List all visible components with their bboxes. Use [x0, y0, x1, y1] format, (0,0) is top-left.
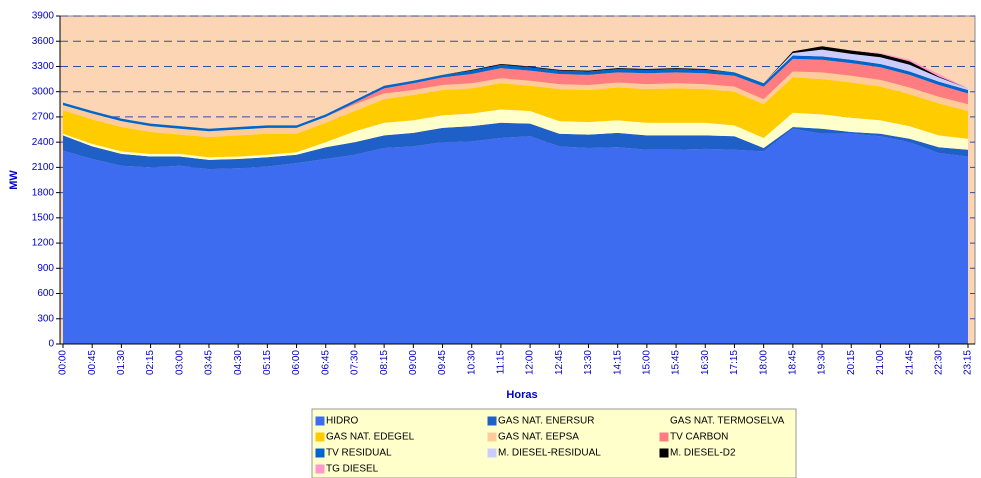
area: [63, 46, 968, 129]
y-tick-label: 3000: [32, 86, 55, 97]
x-tick-label: 11:15: [496, 350, 507, 375]
legend-label: TV CARBON: [670, 432, 728, 443]
legend-label: TG DIESEL: [326, 464, 379, 475]
y-axis-label: MW: [8, 170, 20, 190]
y-tick-label: 900: [37, 263, 54, 274]
legend-swatch: [487, 416, 497, 426]
x-tick-label: 07:30: [350, 350, 361, 375]
x-tick-label: 12:45: [554, 350, 565, 375]
y-tick-label: 2100: [32, 162, 55, 173]
x-tick-label: 15:45: [671, 350, 682, 375]
x-tick-label: 15:00: [642, 350, 653, 375]
x-tick-label: 19:30: [817, 350, 828, 375]
legend-label: GAS NAT. ENERSUR: [498, 416, 595, 427]
y-tick-label: 3300: [32, 61, 55, 72]
x-tick-label: 13:30: [583, 350, 594, 375]
legend-swatch: [659, 448, 669, 458]
x-tick-label: 18:00: [758, 350, 769, 375]
y-tick-label: 1200: [32, 238, 55, 249]
x-tick-label: 03:45: [204, 350, 215, 375]
y-tick-label: 3600: [32, 36, 55, 47]
legend-label: HIDRO: [326, 416, 358, 427]
legend-swatch: [315, 416, 325, 426]
y-tick-label: 300: [37, 313, 54, 324]
legend-label: GAS NAT. TERMOSELVA: [670, 416, 785, 427]
x-tick-label: 08:15: [379, 350, 390, 375]
area: [63, 77, 968, 158]
x-tick-label: 17:15: [729, 350, 740, 375]
legend-box: [311, 408, 797, 478]
x-tick-label: 21:00: [875, 350, 886, 375]
area: [63, 128, 968, 344]
legend-swatch: [487, 448, 497, 458]
x-tick-label: 22:30: [933, 350, 944, 375]
legend-swatch: [487, 432, 497, 442]
x-tick-label: 05:15: [262, 350, 273, 375]
legend-swatch: [659, 432, 669, 442]
legend-label: M. DIESEL-RESIDUAL: [498, 448, 601, 459]
x-tick-label: 06:45: [320, 350, 331, 375]
legend-label: GAS NAT. EDEGEL: [326, 432, 415, 443]
area: [63, 58, 968, 132]
x-tick-label: 14:15: [612, 350, 623, 375]
x-tick-label: 18:45: [787, 350, 798, 375]
legend-label: TV RESIDUAL: [326, 448, 392, 459]
x-tick-label: 20:15: [846, 350, 857, 375]
legend-label: GAS NAT. EEPSA: [498, 432, 579, 443]
y-tick-label: 2700: [32, 112, 55, 123]
y-tick-label: 3900: [32, 11, 55, 22]
y-tick-label: 600: [37, 288, 54, 299]
x-tick-label: 10:30: [466, 350, 477, 375]
legend-swatch: [660, 417, 668, 425]
x-tick-label: 21:45: [904, 350, 915, 375]
y-tick-label: 1500: [32, 212, 55, 223]
x-tick-label: 01:30: [116, 350, 127, 375]
legend-swatch: [315, 448, 325, 458]
area: [63, 71, 968, 138]
x-tick-label: 23:15: [963, 350, 974, 375]
y-tick-label: 1800: [32, 187, 55, 198]
legend-swatch: [315, 432, 325, 442]
legend-swatch: [315, 464, 325, 474]
area: [63, 109, 968, 160]
x-tick-label: 16:30: [700, 350, 711, 375]
area: [63, 122, 968, 170]
x-tick-label: 00:00: [58, 350, 69, 375]
x-tick-label: 02:15: [145, 350, 156, 375]
y-tick-label: 0: [48, 339, 54, 350]
x-tick-label: 03:00: [174, 350, 185, 375]
x-tick-label: 04:30: [233, 350, 244, 375]
y-tick-label: 2400: [32, 137, 55, 148]
x-tick-label: 06:00: [291, 350, 302, 375]
area: [63, 49, 968, 129]
x-tick-label: 09:00: [408, 350, 419, 375]
x-axis-label: Horas: [506, 389, 537, 401]
x-tick-label: 12:00: [525, 350, 536, 375]
legend-label: M. DIESEL-D2: [670, 448, 736, 459]
x-tick-label: 00:45: [87, 350, 98, 375]
x-tick-label: 09:45: [437, 350, 448, 375]
